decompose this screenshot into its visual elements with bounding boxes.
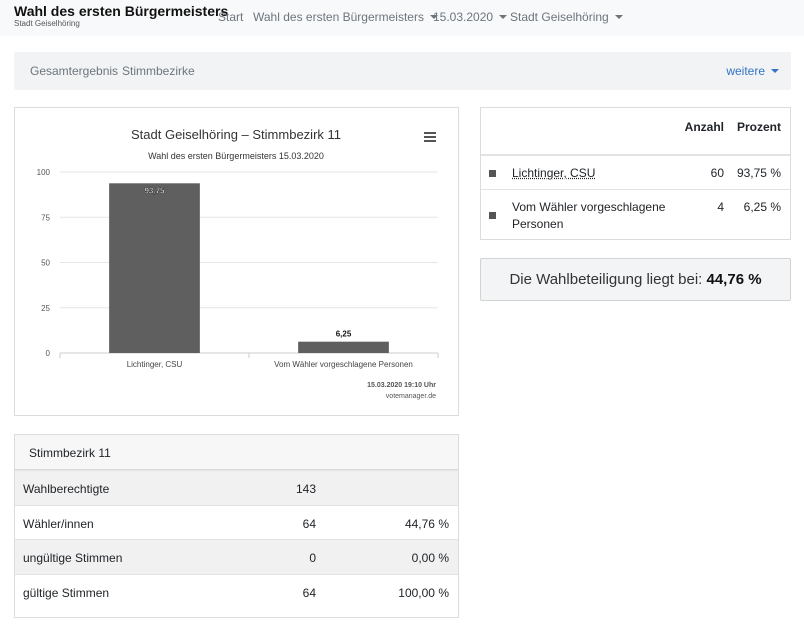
tab-stimmbezirke[interactable]: Stimmbezirke	[122, 64, 195, 78]
row-percent: 100,00 %	[398, 585, 449, 600]
row-percent: 6,25 %	[743, 200, 781, 214]
chart-card: Stadt Geiselhöring – Stimmbezirk 11 Wahl…	[14, 107, 459, 416]
y-tick-label: 75	[41, 213, 50, 222]
candidate-name-line2: Personen	[512, 217, 564, 231]
chart-menu-icon[interactable]	[424, 132, 436, 142]
row-label: ungültige Stimmen	[23, 551, 123, 565]
table-row: gültige Stimmen 64 100,00 %	[15, 573, 458, 609]
row-count: 143	[295, 482, 316, 496]
caret-down-icon	[499, 15, 508, 19]
y-tick-label: 50	[41, 259, 50, 268]
nav-date-dropdown[interactable]: 15.03.2020	[433, 10, 508, 24]
x-tick-label: Lichtinger, CSU	[127, 360, 183, 369]
sub-navigation: Gesamtergebnis Stimmbezirke weitere	[14, 52, 791, 90]
row-count: 60	[710, 166, 724, 180]
nav-date-label: 15.03.2020	[433, 10, 494, 24]
row-count: 4	[717, 200, 724, 214]
header-count: Anzahl	[684, 120, 724, 134]
row-percent: 44,76 %	[404, 516, 449, 531]
bar[interactable]	[109, 183, 200, 353]
nav-start-label: Start	[218, 10, 244, 24]
row-label: gültige Stimmen	[23, 585, 110, 600]
table-row: Wahlberechtigte 143	[15, 470, 458, 505]
bar[interactable]	[298, 341, 389, 353]
candidate-link[interactable]: Lichtinger, CSU	[512, 166, 596, 180]
legend-square-icon	[489, 170, 496, 177]
table-row: Lichtinger, CSU 60 93,75 %	[481, 154, 790, 189]
row-percent: 93,75 %	[736, 166, 781, 180]
caret-down-icon	[429, 15, 438, 19]
bar-value-label: 93,75	[144, 186, 165, 195]
y-tick-label: 25	[41, 304, 50, 313]
candidate-name-line1: Vom Wähler vorgeschlagene	[512, 200, 666, 214]
row-percent: 0,00 %	[411, 551, 449, 565]
table-row: Wähler/innen 64 44,76 %	[15, 504, 458, 540]
x-tick-label: Vom Wähler vorgeschlagene Personen	[274, 360, 413, 369]
top-navbar: Wahl des ersten Bürgermeisters Stadt Gei…	[0, 0, 804, 36]
table-row: ungültige Stimmen 0 0,00 %	[15, 539, 458, 574]
row-count: 0	[309, 551, 316, 565]
brand[interactable]: Wahl des ersten Bürgermeisters Stadt Gei…	[14, 3, 229, 29]
more-label: weitere	[726, 64, 765, 78]
legend-square-icon	[489, 212, 496, 219]
turnout-value: 44,76 %	[706, 271, 762, 288]
tab-gesamtergebnis[interactable]: Gesamtergebnis	[30, 64, 119, 78]
chart-title: Stadt Geiselhöring – Stimmbezirk 11	[131, 127, 341, 142]
y-tick-label: 0	[46, 349, 51, 358]
turnout-box: Die Wahlbeteiligung liegt bei: 44,76 %	[480, 258, 791, 301]
chart-subtitle: Wahl des ersten Bürgermeisters 15.03.202…	[148, 151, 324, 161]
bar-value-label: 6,25	[336, 330, 352, 339]
row-count: 64	[302, 516, 316, 531]
bar-chart: Stadt Geiselhöring – Stimmbezirk 11 Wahl…	[37, 127, 439, 400]
nav-election-dropdown[interactable]: Wahl des ersten Bürgermeisters	[253, 10, 438, 24]
row-count: 64	[302, 585, 316, 600]
brand-title[interactable]: Wahl des ersten Bürgermeisters	[14, 3, 229, 19]
candidate-name: Vom Wähler vorgeschlagene Personen	[512, 199, 665, 233]
nav-start[interactable]: Start	[218, 10, 243, 24]
row-label: Wahlberechtigte	[23, 482, 110, 496]
brand-subtitle: Stadt Geiselhöring	[14, 19, 80, 28]
chart-credit-site[interactable]: votemanager.de	[386, 393, 436, 400]
turnout-text: Die Wahlbeteiligung liegt bei:	[509, 271, 703, 288]
results-table: Anzahl Prozent Lichtinger, CSU 60 93,75 …	[480, 107, 791, 240]
caret-down-icon	[614, 15, 623, 19]
nav-area-label: Stadt Geiselhöring	[510, 10, 609, 24]
district-stats-card: Stimmbezirk 11 Wahlberechtigte 143 Wähle…	[14, 434, 459, 618]
y-tick-label: 100	[37, 168, 51, 177]
chart-credit-date: 15.03.2020 19:10 Uhr	[367, 382, 436, 389]
more-dropdown[interactable]: weitere	[726, 64, 779, 78]
row-label: Wähler/innen	[23, 516, 94, 531]
table-row: Vom Wähler vorgeschlagene Personen 4 6,2…	[481, 189, 790, 239]
nav-election-label: Wahl des ersten Bürgermeisters	[253, 10, 424, 24]
nav-area-dropdown[interactable]: Stadt Geiselhöring	[510, 10, 623, 24]
caret-down-icon	[771, 69, 779, 73]
header-percent: Prozent	[736, 120, 781, 134]
stats-title: Stimmbezirk 11	[15, 435, 458, 470]
